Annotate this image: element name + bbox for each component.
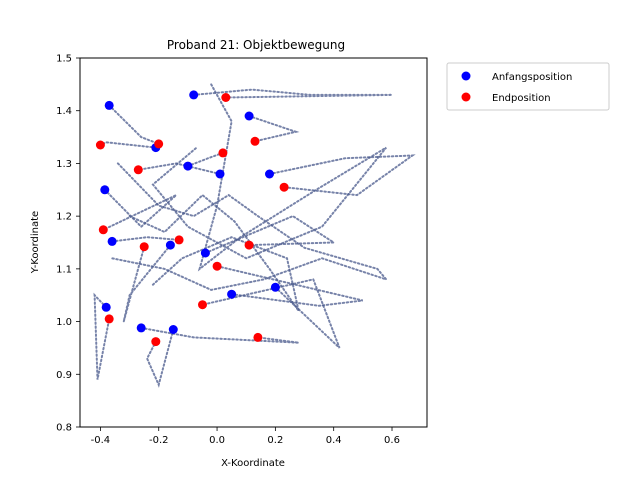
start-point-14 xyxy=(136,323,146,333)
start-point-11 xyxy=(227,289,237,299)
movement-path-11 xyxy=(216,265,364,307)
end-point-4 xyxy=(218,148,228,158)
movement-path-3 xyxy=(99,141,157,149)
movement-path-1 xyxy=(192,88,393,99)
legend-label-end: Endposition xyxy=(492,93,551,104)
end-point-10 xyxy=(244,240,254,250)
x-tick-label-1: -0.2 xyxy=(149,435,169,446)
end-point-7 xyxy=(98,225,108,235)
x-axis-ticks: -0.4 -0.2 0.0 0.2 0.4 0.6 xyxy=(91,427,400,446)
x-tick-label-2: 0.0 xyxy=(209,435,225,446)
end-point-0 xyxy=(221,93,231,102)
legend-frame xyxy=(446,62,610,111)
y-tick-label-3: 1.1 xyxy=(56,264,72,275)
y-tick-label-1: 0.9 xyxy=(56,370,72,381)
start-point-5 xyxy=(215,169,225,179)
start-point-13 xyxy=(101,302,111,312)
start-point-7 xyxy=(100,185,110,195)
start-point-10 xyxy=(200,248,210,258)
y-tick-label-6: 1.4 xyxy=(56,106,72,117)
movement-path-18 xyxy=(128,193,300,312)
start-point-0 xyxy=(104,100,114,110)
movement-path-15 xyxy=(145,328,175,388)
data-points xyxy=(95,90,289,347)
legend-marker-start xyxy=(461,71,471,81)
movement-path-17 xyxy=(111,162,390,291)
movement-path-16 xyxy=(151,83,387,272)
start-point-12 xyxy=(270,282,280,292)
legend: Anfangsposition Endposition xyxy=(446,62,610,111)
end-point-12 xyxy=(198,300,207,310)
movement-path-13 xyxy=(93,292,111,380)
start-point-9 xyxy=(165,240,175,250)
movement-path-9 xyxy=(122,244,172,322)
movement-path-14 xyxy=(140,326,299,344)
start-point-6 xyxy=(265,169,274,179)
end-point-1 xyxy=(154,139,164,149)
start-point-15 xyxy=(168,325,178,334)
movement-path-8 xyxy=(111,236,181,243)
end-point-11 xyxy=(212,261,222,271)
x-tick-label-5: 0.6 xyxy=(384,435,400,446)
y-tick-label-4: 1.2 xyxy=(56,212,72,223)
movement-paths xyxy=(93,83,416,388)
movement-path-2 xyxy=(248,115,300,143)
movement-path-6 xyxy=(268,154,416,197)
y-tick-label-0: 0.8 xyxy=(56,423,72,434)
movement-path-0 xyxy=(108,104,160,145)
end-point-6 xyxy=(279,182,289,192)
movement-path-7 xyxy=(102,188,177,231)
movement-path-4 xyxy=(186,151,224,168)
start-point-8 xyxy=(107,236,117,246)
y-tick-label-7: 1.5 xyxy=(56,54,72,65)
x-tick-label-3: 0.2 xyxy=(267,435,283,446)
end-point-13 xyxy=(104,314,114,324)
y-axis-label: Y-Koordinate xyxy=(30,211,41,274)
y-axis-ticks: 0.8 0.9 1.0 1.1 1.2 1.3 1.4 1.5 xyxy=(56,54,80,434)
end-point-15 xyxy=(151,337,161,347)
y-tick-label-2: 1.0 xyxy=(56,317,72,328)
movement-path-12 xyxy=(201,278,341,349)
x-tick-label-4: 0.4 xyxy=(326,435,342,446)
start-point-2 xyxy=(244,111,254,121)
end-point-14 xyxy=(253,332,263,342)
x-axis-label: X-Koordinate xyxy=(221,458,285,469)
end-point-2 xyxy=(250,136,260,146)
legend-label-start: Anfangsposition xyxy=(492,72,572,83)
end-point-3 xyxy=(95,140,105,150)
y-tick-label-5: 1.3 xyxy=(56,159,72,170)
start-point-4 xyxy=(183,161,193,171)
legend-marker-end xyxy=(461,92,471,102)
chart-title: Proband 21: Objektbewegung xyxy=(167,38,345,52)
end-point-9 xyxy=(139,242,149,252)
plot-frame xyxy=(79,57,428,428)
movement-path-10 xyxy=(204,214,337,254)
start-point-1 xyxy=(189,90,199,100)
end-point-5 xyxy=(133,165,143,175)
end-point-8 xyxy=(174,235,184,245)
movement-path-5 xyxy=(137,162,221,175)
x-tick-label-0: -0.4 xyxy=(91,435,111,446)
